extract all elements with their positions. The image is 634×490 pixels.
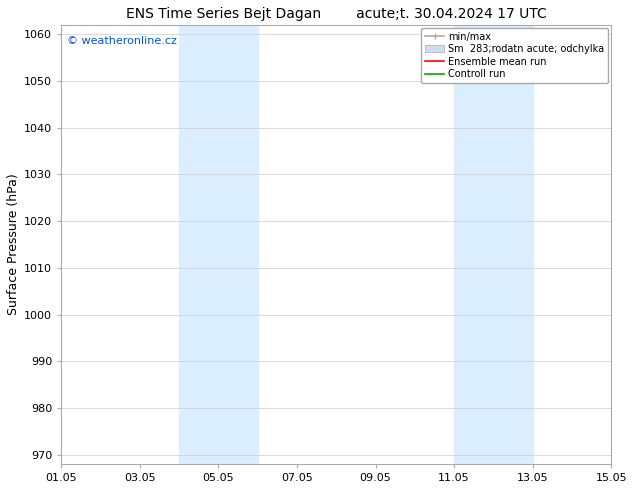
Legend: min/max, Sm  283;rodatn acute; odchylka, Ensemble mean run, Controll run: min/max, Sm 283;rodatn acute; odchylka, … <box>421 28 609 83</box>
Y-axis label: Surface Pressure (hPa): Surface Pressure (hPa) <box>7 173 20 316</box>
Text: © weatheronline.cz: © weatheronline.cz <box>67 36 177 46</box>
Bar <box>179 25 257 464</box>
Bar <box>454 25 533 464</box>
Title: ENS Time Series Bejt Dagan        acute;t. 30.04.2024 17 UTC: ENS Time Series Bejt Dagan acute;t. 30.0… <box>126 7 547 21</box>
